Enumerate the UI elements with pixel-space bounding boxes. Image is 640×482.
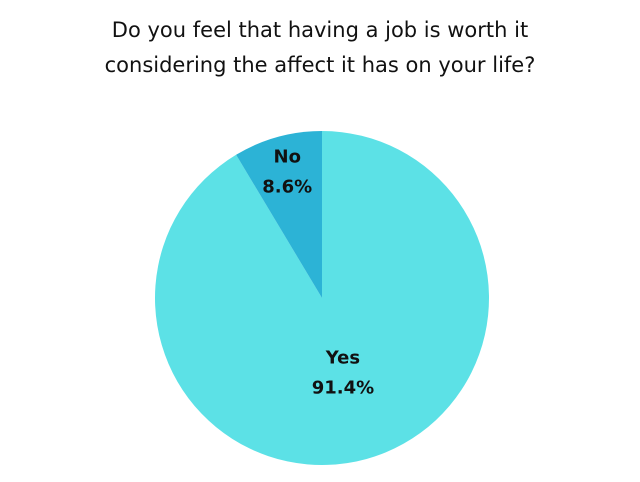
pie-slice: [236, 131, 322, 298]
slice-value-label: 8.6%: [262, 176, 312, 197]
slice-label: Yes: [325, 348, 360, 369]
chart-title: Do you feel that having a job is worth i…: [104, 18, 536, 77]
slice-label: No: [274, 146, 301, 167]
slice-value-label: 91.4%: [312, 378, 374, 399]
